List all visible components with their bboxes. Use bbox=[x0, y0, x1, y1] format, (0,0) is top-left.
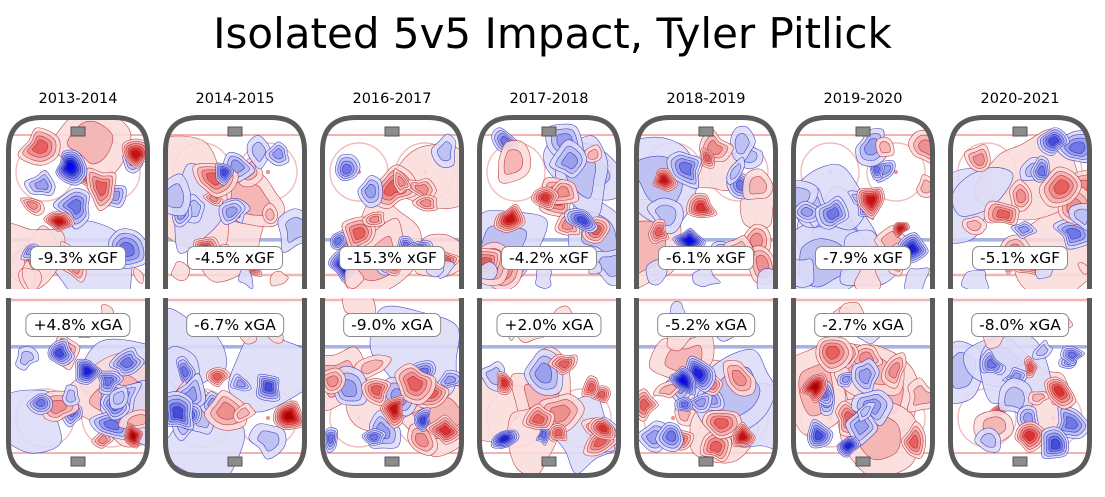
impact-heatmap bbox=[950, 313, 1090, 459]
season-label: 2020-2021 bbox=[980, 91, 1060, 107]
xgf-value-badge: -5.1% xGF bbox=[972, 246, 1068, 270]
rink-panel-xgf: -15.3% xGF bbox=[320, 115, 464, 289]
goal-icon bbox=[227, 126, 243, 137]
impact-heatmap bbox=[636, 301, 776, 464]
goal-icon bbox=[855, 126, 871, 137]
impact-heatmap bbox=[479, 305, 619, 476]
xga-value-badge: -9.0% xGA bbox=[343, 313, 441, 337]
rink-boards bbox=[791, 115, 935, 289]
rink-heatmap-xga bbox=[6, 298, 150, 478]
rink-boards bbox=[948, 298, 1092, 478]
rink-heatmap-xga bbox=[477, 298, 621, 478]
rink-boards bbox=[163, 298, 307, 478]
xga-value-badge: -2.7% xGA bbox=[814, 313, 912, 337]
rink-panel-xgf: -7.9% xGF bbox=[791, 115, 935, 289]
rink-boards bbox=[477, 115, 621, 289]
season-label: 2019-2020 bbox=[823, 91, 903, 107]
rink-boards bbox=[163, 115, 307, 289]
season-column-2018-2019: 2018-2019 -6.1% xGF -5.2% xGA bbox=[634, 90, 778, 478]
season-column-2019-2020: 2019-2020 -7.9% xGF -2.7% xGA bbox=[791, 90, 935, 478]
rink-panel-xga: -5.2% xGA bbox=[634, 298, 778, 478]
impact-heatmap bbox=[165, 134, 305, 289]
goal-icon bbox=[1012, 456, 1028, 467]
rink-panel-xga: -2.7% xGA bbox=[791, 298, 935, 478]
xga-value-badge: -5.2% xGA bbox=[657, 313, 755, 337]
rink-panel-xgf: -9.3% xGF bbox=[6, 115, 150, 289]
rink-boards bbox=[634, 298, 778, 478]
xgf-value-badge: -6.1% xGF bbox=[658, 246, 754, 270]
season-label: 2017-2018 bbox=[509, 91, 589, 107]
rink-panel-xgf: -6.1% xGF bbox=[634, 115, 778, 289]
figure-title: Isolated 5v5 Impact, Tyler Pitlick bbox=[213, 9, 892, 58]
xgf-value-badge: -4.5% xGF bbox=[187, 246, 283, 270]
rink-panel-xga: -6.7% xGA bbox=[163, 298, 307, 478]
rink-boards bbox=[948, 115, 1092, 289]
goal-icon bbox=[698, 456, 714, 467]
impact-heatmap bbox=[165, 308, 305, 476]
rink-panel-xga: +4.8% xGA bbox=[6, 298, 150, 478]
xga-value-badge: -6.7% xGA bbox=[186, 313, 284, 337]
season-column-2014-2015: 2014-2015 -4.5% xGF -6.7% xGA bbox=[163, 90, 307, 478]
season-label: 2014-2015 bbox=[195, 91, 275, 107]
rink-interior bbox=[636, 298, 776, 476]
panels-grid: 2013-2014 -9.3% xGF +4.8% xGA 2014-2015 … bbox=[0, 90, 1105, 478]
xgf-value-badge: -15.3% xGF bbox=[339, 246, 445, 270]
goal-icon bbox=[70, 456, 86, 467]
season-column-2013-2014: 2013-2014 -9.3% xGF +4.8% xGA bbox=[6, 90, 150, 478]
rink-boards bbox=[477, 298, 621, 478]
rink-panel-xga: -8.0% xGA bbox=[948, 298, 1092, 478]
goal-icon bbox=[855, 456, 871, 467]
season-column-2020-2021: 2020-2021 -5.1% xGF -8.0% xGA bbox=[948, 90, 1092, 478]
xgf-value-badge: -7.9% xGF bbox=[815, 246, 911, 270]
goal-icon bbox=[227, 456, 243, 467]
season-column-2017-2018: 2017-2018 -4.2% xGF +2.0% xGA bbox=[477, 90, 621, 478]
rink-boards bbox=[634, 115, 778, 289]
goal-icon bbox=[541, 126, 557, 137]
goal-icon bbox=[1012, 126, 1028, 137]
goal-icon bbox=[384, 456, 400, 467]
rink-panel-xgf: -5.1% xGF bbox=[948, 115, 1092, 289]
figure: Isolated 5v5 Impact, Tyler Pitlick 2013-… bbox=[0, 6, 1105, 497]
rink-boards bbox=[320, 115, 464, 289]
rink-boards bbox=[791, 298, 935, 478]
season-column-2016-2017: 2016-2017 -15.3% xGF -9.0% xGA bbox=[320, 90, 464, 478]
goal-icon bbox=[698, 126, 714, 137]
goal-icon bbox=[70, 126, 86, 137]
rink-panel-xga: +2.0% xGA bbox=[477, 298, 621, 478]
rink-heatmap-xgf bbox=[163, 115, 307, 289]
rink-heatmap-xga bbox=[634, 298, 778, 478]
rink-boards bbox=[6, 298, 150, 478]
impact-heatmap bbox=[479, 123, 619, 289]
goal-icon bbox=[384, 126, 400, 137]
rink-panel-xgf: -4.2% xGF bbox=[477, 115, 621, 289]
xgf-value-badge: -4.2% xGF bbox=[501, 246, 597, 270]
rink-interior bbox=[479, 298, 619, 476]
rink-boards bbox=[320, 298, 464, 478]
rink-boards bbox=[6, 115, 150, 289]
season-label: 2016-2017 bbox=[352, 91, 432, 107]
impact-heatmap bbox=[322, 298, 462, 457]
goal-icon bbox=[541, 456, 557, 467]
season-label: 2013-2014 bbox=[38, 91, 118, 107]
xga-value-badge: +4.8% xGA bbox=[25, 313, 131, 337]
xga-value-badge: -8.0% xGA bbox=[971, 313, 1069, 337]
xgf-value-badge: -9.3% xGF bbox=[30, 246, 126, 270]
rink-panel-xgf: -4.5% xGF bbox=[163, 115, 307, 289]
rink-interior bbox=[165, 117, 305, 289]
rink-panel-xga: -9.0% xGA bbox=[320, 298, 464, 478]
impact-heatmap bbox=[793, 302, 933, 476]
season-label: 2018-2019 bbox=[666, 91, 746, 107]
xga-value-badge: +2.0% xGA bbox=[496, 313, 602, 337]
